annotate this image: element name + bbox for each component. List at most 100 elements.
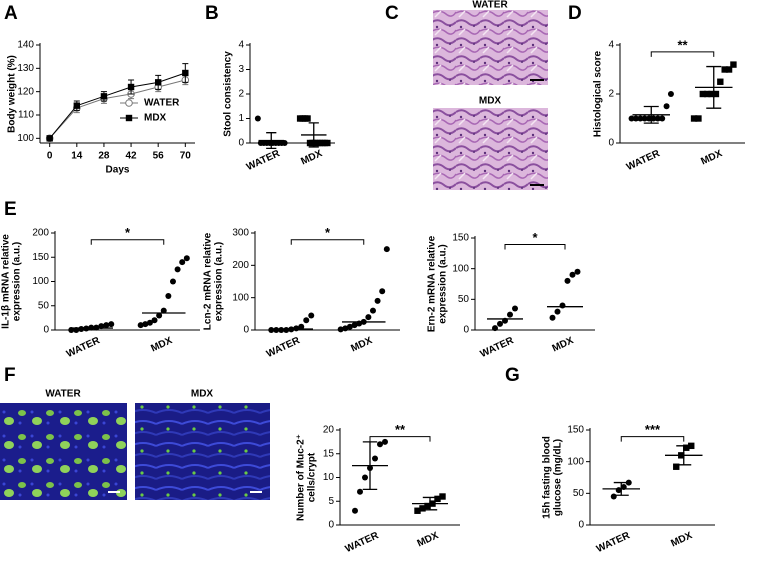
y-tick-label: 0: [463, 325, 469, 336]
y-tick-label: 1: [238, 113, 244, 124]
fluorescence-image: [0, 403, 127, 500]
marker: [125, 114, 133, 122]
marker: [137, 322, 144, 329]
y-tick-label: 300: [232, 228, 249, 239]
marker: [182, 69, 189, 77]
significance-bracket: [369, 436, 431, 442]
marker: [419, 505, 426, 512]
y-axis-label: Lcn-2 mRNA relative: [203, 232, 214, 330]
marker: [362, 474, 368, 481]
y-tick-label: 5: [328, 496, 334, 507]
y-tick-label: 0: [608, 138, 614, 149]
marker: [717, 78, 724, 85]
sd-bar: [676, 445, 692, 466]
y-tick-label: 20: [323, 425, 335, 436]
x-tick-label: 70: [180, 151, 192, 162]
x-tick-label: 14: [71, 151, 83, 162]
y-tick-label: 4: [608, 40, 614, 51]
marker: [154, 79, 162, 86]
marker: [146, 319, 153, 326]
x-tick-label: WATER: [65, 335, 102, 360]
significance-label: **: [395, 422, 406, 437]
x-tick-label: WATER: [595, 530, 632, 555]
x-axis-label: Days: [106, 165, 130, 176]
x-tick-label: WATER: [479, 335, 516, 360]
marker: [690, 115, 698, 122]
x-tick-label: MDX: [149, 335, 174, 355]
marker: [414, 507, 421, 514]
marker: [179, 259, 186, 266]
y-axis-label: expression (a.u.): [12, 242, 23, 321]
marker: [108, 321, 115, 328]
y-tick-label: 130: [17, 63, 34, 74]
fluorescence-image: [135, 403, 270, 500]
legend-label: WATER: [144, 98, 180, 109]
marker: [100, 93, 108, 100]
significance-bracket: [620, 436, 685, 442]
panel-letter: D: [568, 3, 582, 24]
marker: [346, 323, 353, 330]
y-tick-label: 150: [32, 252, 49, 263]
marker: [549, 314, 556, 321]
marker: [369, 307, 376, 314]
y-axis-label: expression (a.u.): [214, 242, 225, 321]
marker: [160, 307, 167, 314]
marker: [725, 66, 733, 73]
marker: [683, 444, 690, 451]
marker: [703, 90, 711, 98]
y-axis-label: Ern-2 mRNA relative: [427, 235, 438, 332]
x-tick-label: WATER: [625, 148, 662, 173]
marker: [512, 305, 518, 312]
x-tick-label: MDX: [699, 148, 724, 168]
y-tick-label: 150: [567, 425, 584, 436]
y-tick-label: 4: [238, 40, 244, 51]
sd-bar: [422, 496, 438, 511]
marker: [574, 268, 581, 275]
x-tick-label: MDX: [299, 148, 324, 168]
marker: [673, 463, 680, 470]
image-label: MDX: [479, 96, 502, 107]
x-tick-label: 42: [126, 151, 138, 162]
y-tick-label: 50: [458, 294, 470, 305]
marker: [374, 297, 381, 304]
marker: [308, 312, 315, 319]
y-axis-label: Body weight (%): [7, 55, 18, 133]
sd-bar: [362, 441, 378, 491]
marker: [695, 115, 702, 122]
significance-bracket: [90, 239, 165, 245]
fluorescence-images: WATER MDX: [0, 389, 270, 500]
significance-label: *: [325, 225, 331, 240]
y-tick-label: 140: [17, 40, 34, 51]
x-tick-label: MDX: [551, 335, 576, 355]
marker: [377, 441, 383, 448]
x-tick-label: MDX: [349, 335, 374, 355]
panel-letter: E: [4, 199, 17, 220]
marker: [351, 322, 358, 329]
marker: [303, 317, 310, 324]
marker: [337, 326, 344, 333]
series-line: [49, 72, 186, 139]
significance-label: *: [532, 230, 538, 245]
marker: [699, 90, 707, 98]
x-tick-label: 0: [47, 151, 53, 162]
sd-bar: [308, 122, 319, 148]
sd-bar: [613, 481, 629, 496]
marker: [103, 322, 110, 329]
marker: [439, 493, 446, 500]
marker: [559, 302, 566, 309]
marker: [127, 83, 135, 91]
marker: [281, 140, 288, 146]
y-axis-label: expression (a.u.): [438, 244, 449, 323]
marker: [650, 115, 657, 122]
y-tick-label: 2: [238, 89, 244, 100]
marker: [492, 325, 498, 332]
legend-label: MDX: [144, 113, 167, 124]
marker: [654, 115, 661, 122]
marker: [712, 90, 720, 98]
marker: [142, 321, 149, 328]
marker: [46, 135, 53, 142]
x-tick-label: MDX: [669, 530, 694, 550]
y-tick-label: 0: [43, 325, 49, 336]
marker: [125, 99, 133, 107]
marker: [507, 311, 513, 318]
